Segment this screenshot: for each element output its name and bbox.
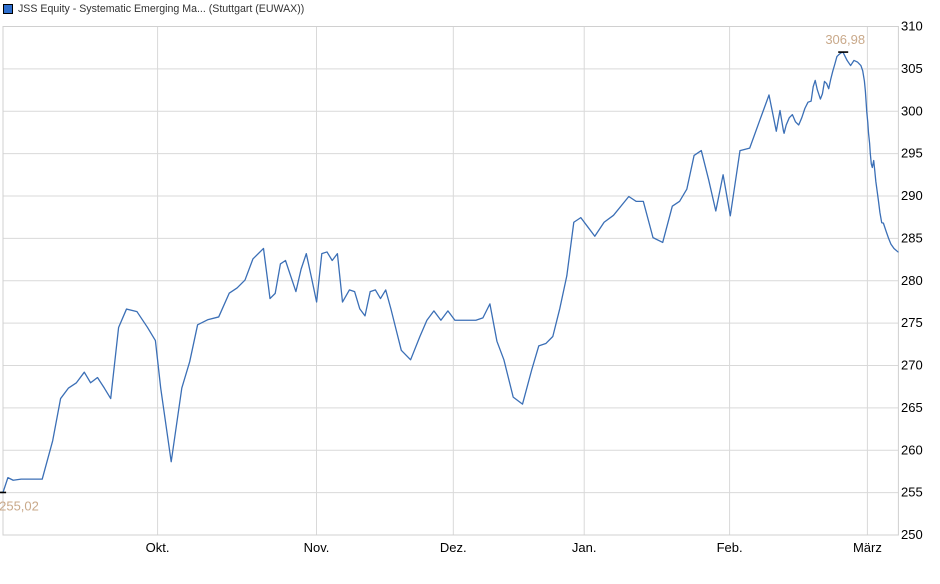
svg-text:Dez.: Dez. [440, 540, 467, 555]
svg-text:290: 290 [901, 188, 923, 203]
svg-text:260: 260 [901, 442, 923, 457]
svg-text:280: 280 [901, 273, 923, 288]
svg-text:295: 295 [901, 146, 923, 161]
svg-text:250: 250 [901, 527, 923, 542]
svg-text:Feb.: Feb. [717, 540, 743, 555]
svg-text:Okt.: Okt. [146, 540, 170, 555]
svg-text:Nov.: Nov. [304, 540, 330, 555]
svg-text:255,02: 255,02 [0, 498, 39, 513]
svg-text:300: 300 [901, 103, 923, 118]
svg-text:März: März [853, 540, 882, 555]
svg-text:305: 305 [901, 61, 923, 76]
svg-text:255: 255 [901, 485, 923, 500]
svg-text:285: 285 [901, 230, 923, 245]
svg-text:310: 310 [901, 19, 923, 34]
svg-text:270: 270 [901, 358, 923, 373]
svg-text:Jan.: Jan. [572, 540, 597, 555]
svg-text:265: 265 [901, 400, 923, 415]
svg-text:306,98: 306,98 [825, 32, 865, 47]
svg-text:275: 275 [901, 315, 923, 330]
